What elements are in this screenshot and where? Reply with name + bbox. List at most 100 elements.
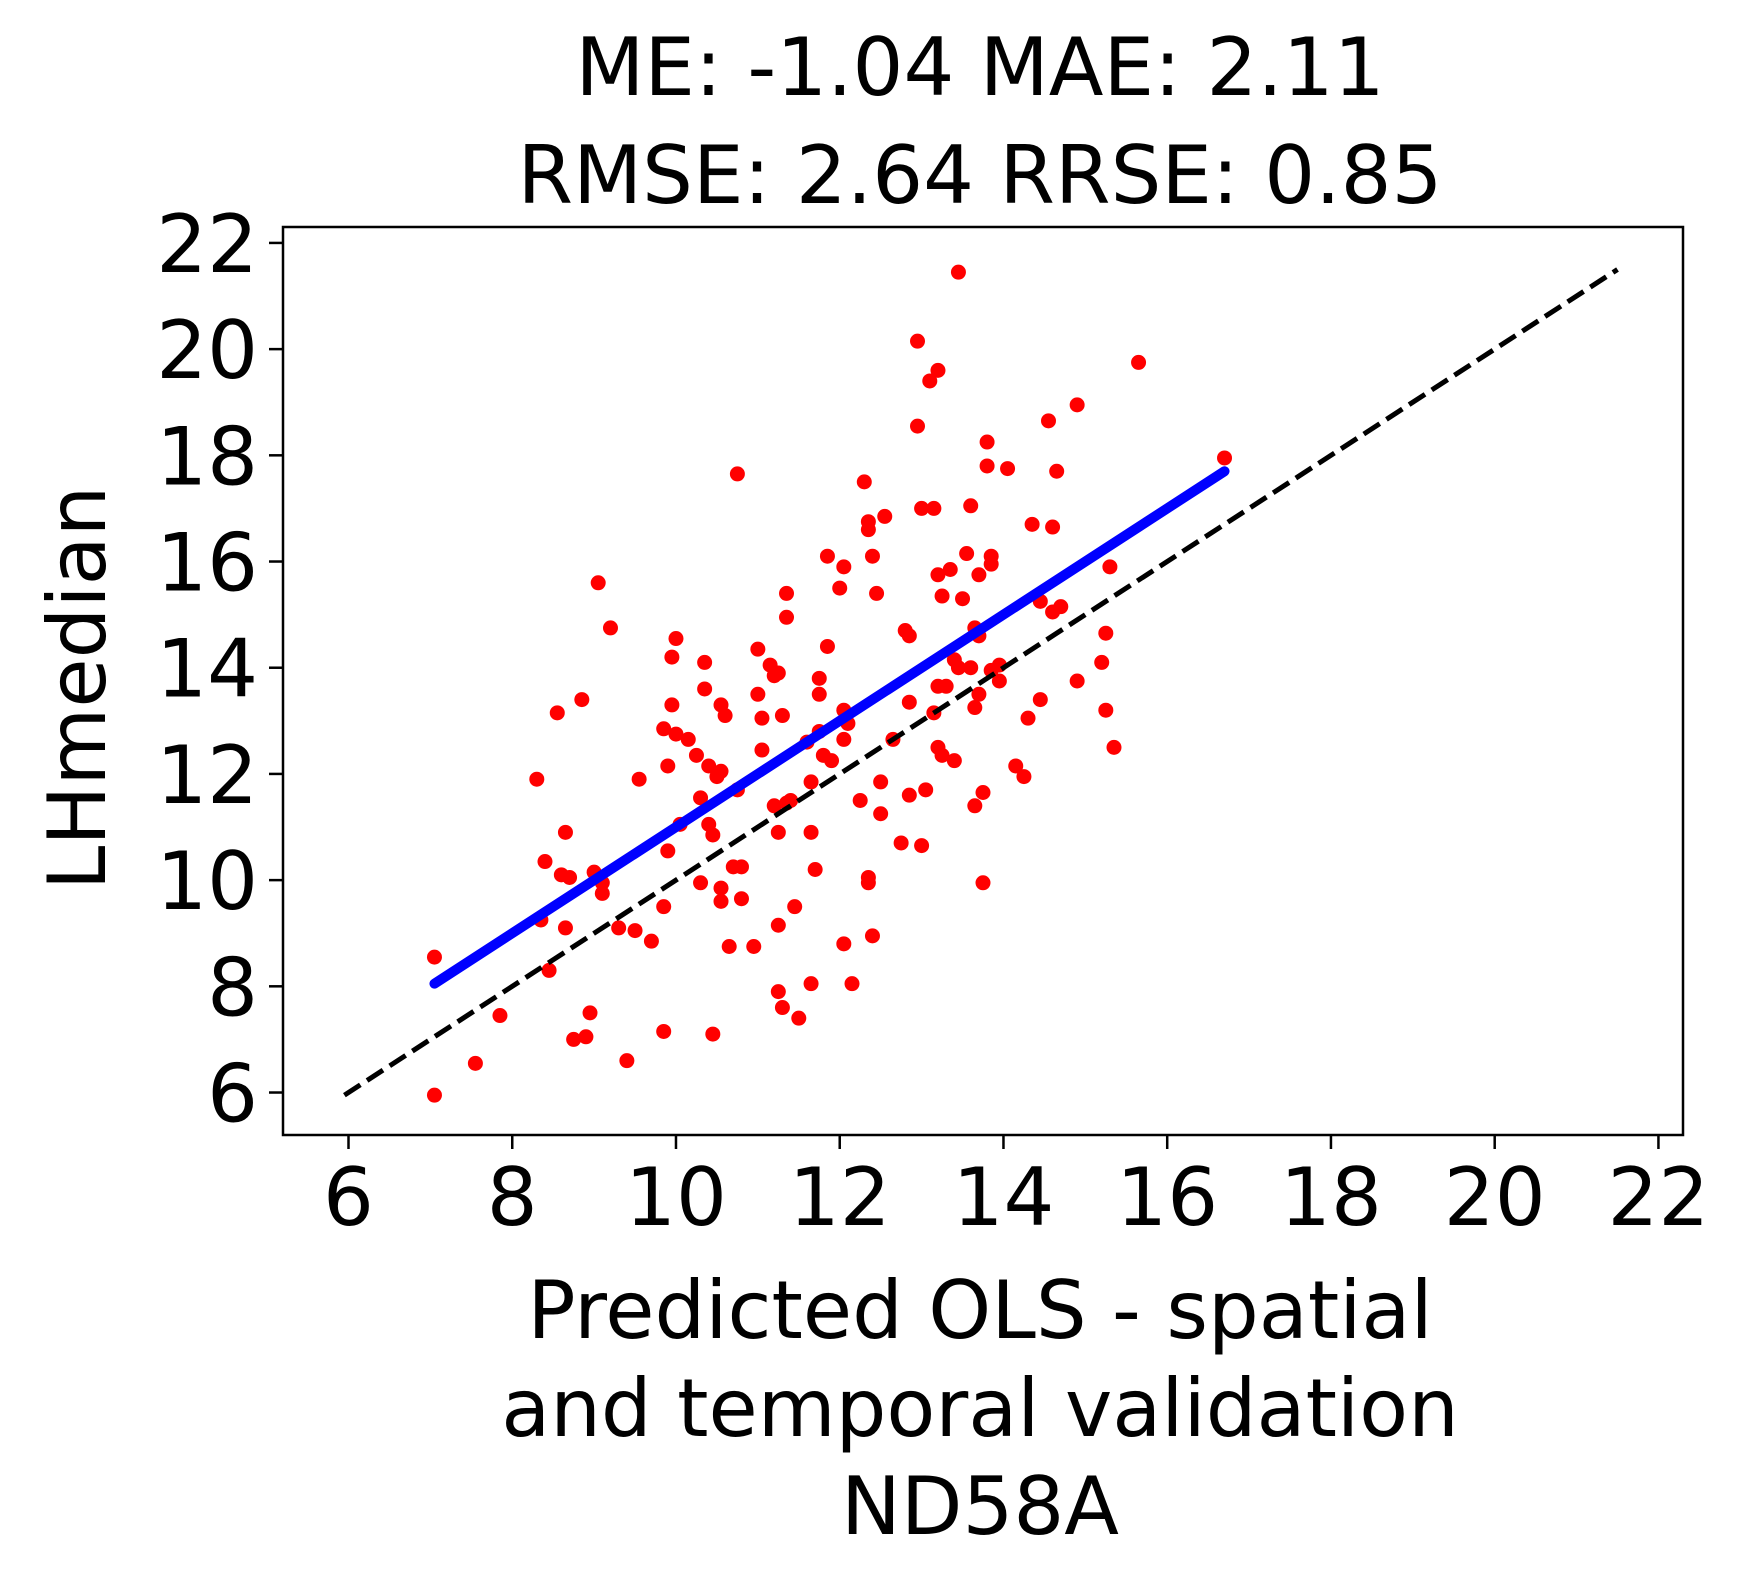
scatter-point: [836, 731, 852, 747]
scatter-point: [770, 824, 786, 840]
scatter-point: [971, 567, 987, 583]
scatter-point: [864, 928, 880, 944]
scatter-point: [1000, 461, 1016, 477]
y-tick-label: 12: [156, 729, 258, 822]
identity-line: [343, 267, 1619, 1098]
scatter-point: [787, 899, 803, 915]
scatter-point: [733, 891, 749, 907]
scatter-point: [774, 1000, 790, 1016]
plot-area: [343, 264, 1619, 1103]
scatter-point: [1024, 516, 1040, 532]
scatter-point: [693, 875, 709, 891]
scatter-point: [746, 938, 762, 954]
scatter-point: [930, 362, 946, 378]
scatter-point: [713, 893, 729, 909]
y-tick-label: 14: [156, 623, 258, 716]
scatter-point: [819, 548, 835, 564]
scatter-point: [873, 806, 889, 822]
x-axis-label-line-2: and temporal validation: [501, 1362, 1459, 1455]
scatter-point: [750, 686, 766, 702]
scatter-point: [910, 333, 926, 349]
scatter-point: [1131, 354, 1147, 370]
scatter-point: [656, 899, 672, 915]
scatter-point: [901, 694, 917, 710]
x-tick-label: 20: [1444, 1151, 1546, 1244]
scatter-point: [1020, 710, 1036, 726]
scatter-point: [590, 575, 606, 591]
scatter-point: [713, 763, 729, 779]
scatter-point: [549, 705, 565, 721]
scatter-point: [975, 875, 991, 891]
scatter-point: [950, 660, 966, 676]
scatter-point: [721, 938, 737, 954]
scatter-point: [541, 962, 557, 978]
x-tick-label: 12: [789, 1151, 891, 1244]
scatter-point: [705, 1026, 721, 1042]
x-tick-label: 6: [323, 1151, 374, 1244]
axes-frame: [281, 225, 1685, 1137]
scatter-point: [869, 585, 885, 601]
scatter-point: [750, 641, 766, 657]
scatter-point: [680, 731, 696, 747]
scatter-point: [693, 790, 709, 806]
scatter-point: [779, 585, 795, 601]
scatter-point: [688, 747, 704, 763]
scatter-point: [774, 708, 790, 724]
scatter-point: [783, 792, 799, 808]
scatter-point: [877, 508, 893, 524]
scatter-point: [697, 681, 713, 697]
scatter-point: [1040, 413, 1056, 429]
scatter-point: [426, 1087, 442, 1103]
y-tick-label: 22: [156, 198, 258, 291]
scatter-point: [791, 1010, 807, 1026]
scatter-point: [922, 373, 938, 389]
scatter-point: [770, 984, 786, 1000]
y-axis-label: LHmedian: [31, 486, 124, 891]
scatter-point: [938, 678, 954, 694]
scatter-point: [754, 742, 770, 758]
scatter-point: [930, 567, 946, 583]
scatter-point: [1106, 739, 1122, 755]
scatter-point: [660, 758, 676, 774]
scatter-point: [1098, 625, 1114, 641]
scatter-point: [824, 753, 840, 769]
scatter-point: [611, 920, 627, 936]
scatter-point: [656, 721, 672, 737]
scatter-point: [766, 798, 782, 814]
scatter-point: [1008, 758, 1024, 774]
scatter-point: [971, 686, 987, 702]
chart-title-line-2: RMSE: 2.64 RRSE: 0.85: [518, 129, 1443, 222]
scatter-point: [1102, 559, 1118, 575]
scatter-point: [819, 638, 835, 654]
x-axis-label-line-1: Predicted OLS - spatial: [527, 1264, 1432, 1357]
scatter-point: [557, 824, 573, 840]
scatter-point: [1049, 463, 1065, 479]
scatter-point: [934, 747, 950, 763]
x-tick-label: 14: [953, 1151, 1055, 1244]
scatter-point: [578, 1029, 594, 1045]
regression-line: [429, 466, 1230, 989]
y-tick-label: 16: [156, 517, 258, 610]
scatter-point: [779, 609, 795, 625]
scatter-point: [967, 700, 983, 716]
scatter-point: [1053, 599, 1069, 615]
scatter-point: [557, 920, 573, 936]
x-tick-label: 18: [1280, 1151, 1382, 1244]
x-axis-label-line-3: ND58A: [841, 1460, 1119, 1553]
y-tick-label: 8: [207, 941, 258, 1034]
scatter-point: [836, 936, 852, 952]
scatter-point: [979, 458, 995, 474]
scatter-point: [574, 692, 590, 708]
scatter-point: [803, 976, 819, 992]
scatter-point: [627, 923, 643, 939]
scatter-point: [602, 620, 618, 636]
y-axis-ticks: 6 8 10 12 14 16 18 20 22: [156, 198, 283, 1141]
scatter-point: [844, 976, 860, 992]
scatter-point: [991, 673, 1007, 689]
scatter-point: [926, 500, 942, 516]
scatter-point: [963, 660, 979, 676]
scatter-point: [832, 580, 848, 596]
scatter-point: [754, 710, 770, 726]
scatter-point: [1016, 769, 1032, 785]
